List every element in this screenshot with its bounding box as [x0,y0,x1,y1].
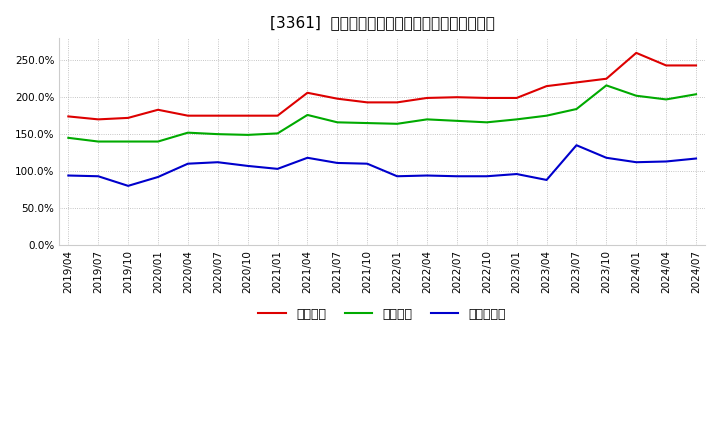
流動比率 [632,50,641,55]
当座比率 [64,135,73,140]
現頲金比率 [662,159,670,164]
流動比率 [213,113,222,118]
流動比率 [482,95,491,101]
当座比率 [153,139,162,144]
流動比率 [243,113,252,118]
現頲金比率 [542,177,551,183]
流動比率 [303,90,312,95]
Line: 当座比率: 当座比率 [68,85,696,142]
当座比率 [393,121,402,126]
当座比率 [243,132,252,138]
Line: 流動比率: 流動比率 [68,53,696,119]
当座比率 [303,112,312,117]
現頲金比率 [213,160,222,165]
当座比率 [94,139,102,144]
流動比率 [692,63,701,68]
流動比率 [333,96,342,101]
当座比率 [274,131,282,136]
当座比率 [602,83,611,88]
当座比率 [423,117,431,122]
流動比率 [513,95,521,101]
当座比率 [572,106,581,112]
Line: 現頲金比率: 現頲金比率 [68,145,696,186]
現頲金比率 [453,174,462,179]
Legend: 流動比率, 当座比率, 現頲金比率: 流動比率, 当座比率, 現頲金比率 [253,303,511,326]
当座比率 [632,93,641,99]
Title: [3361]  流動比率、当座比率、現頲金比率の推移: [3361] 流動比率、当座比率、現頲金比率の推移 [270,15,495,30]
当座比率 [213,132,222,137]
現頲金比率 [423,173,431,178]
現頲金比率 [124,183,132,188]
現頲金比率 [94,174,102,179]
当座比率 [363,121,372,126]
流動比率 [363,100,372,105]
現頲金比率 [153,174,162,180]
流動比率 [453,95,462,100]
現頲金比率 [64,173,73,178]
流動比率 [542,84,551,89]
流動比率 [64,114,73,119]
現頲金比率 [393,174,402,179]
流動比率 [124,115,132,121]
現頲金比率 [243,163,252,169]
現頲金比率 [632,160,641,165]
流動比率 [602,76,611,81]
現頲金比率 [274,166,282,172]
現頲金比率 [572,143,581,148]
現頲金比率 [303,155,312,161]
流動比率 [572,80,581,85]
流動比率 [153,107,162,112]
現頲金比率 [692,156,701,161]
流動比率 [184,113,192,118]
現頲金比率 [602,155,611,161]
当座比率 [482,120,491,125]
現頲金比率 [513,172,521,177]
現頲金比率 [482,174,491,179]
当座比率 [333,120,342,125]
流動比率 [662,63,670,68]
当座比率 [692,92,701,97]
当座比率 [542,113,551,118]
流動比率 [94,117,102,122]
当座比率 [184,130,192,136]
当座比率 [513,117,521,122]
現頲金比率 [363,161,372,166]
流動比率 [423,95,431,101]
当座比率 [124,139,132,144]
流動比率 [274,113,282,118]
現頲金比率 [184,161,192,166]
当座比率 [662,97,670,102]
当座比率 [453,118,462,124]
流動比率 [393,100,402,105]
現頲金比率 [333,160,342,165]
